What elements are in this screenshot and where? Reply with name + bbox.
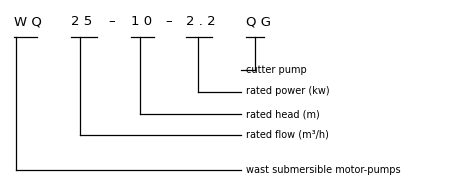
Text: rated flow (m³/h): rated flow (m³/h) xyxy=(246,130,328,139)
Text: rated head (m): rated head (m) xyxy=(246,109,319,119)
Text: 2 5: 2 5 xyxy=(71,15,92,29)
Text: 1 0: 1 0 xyxy=(131,15,152,29)
Text: W Q: W Q xyxy=(14,15,42,29)
Text: wast submersible motor-pumps: wast submersible motor-pumps xyxy=(246,165,400,175)
Text: rated power (kw): rated power (kw) xyxy=(246,87,329,96)
Text: –: – xyxy=(165,15,172,29)
Text: 2 . 2: 2 . 2 xyxy=(186,15,215,29)
Text: cutter pump: cutter pump xyxy=(246,65,306,74)
Text: –: – xyxy=(108,15,114,29)
Text: Q G: Q G xyxy=(246,15,270,29)
